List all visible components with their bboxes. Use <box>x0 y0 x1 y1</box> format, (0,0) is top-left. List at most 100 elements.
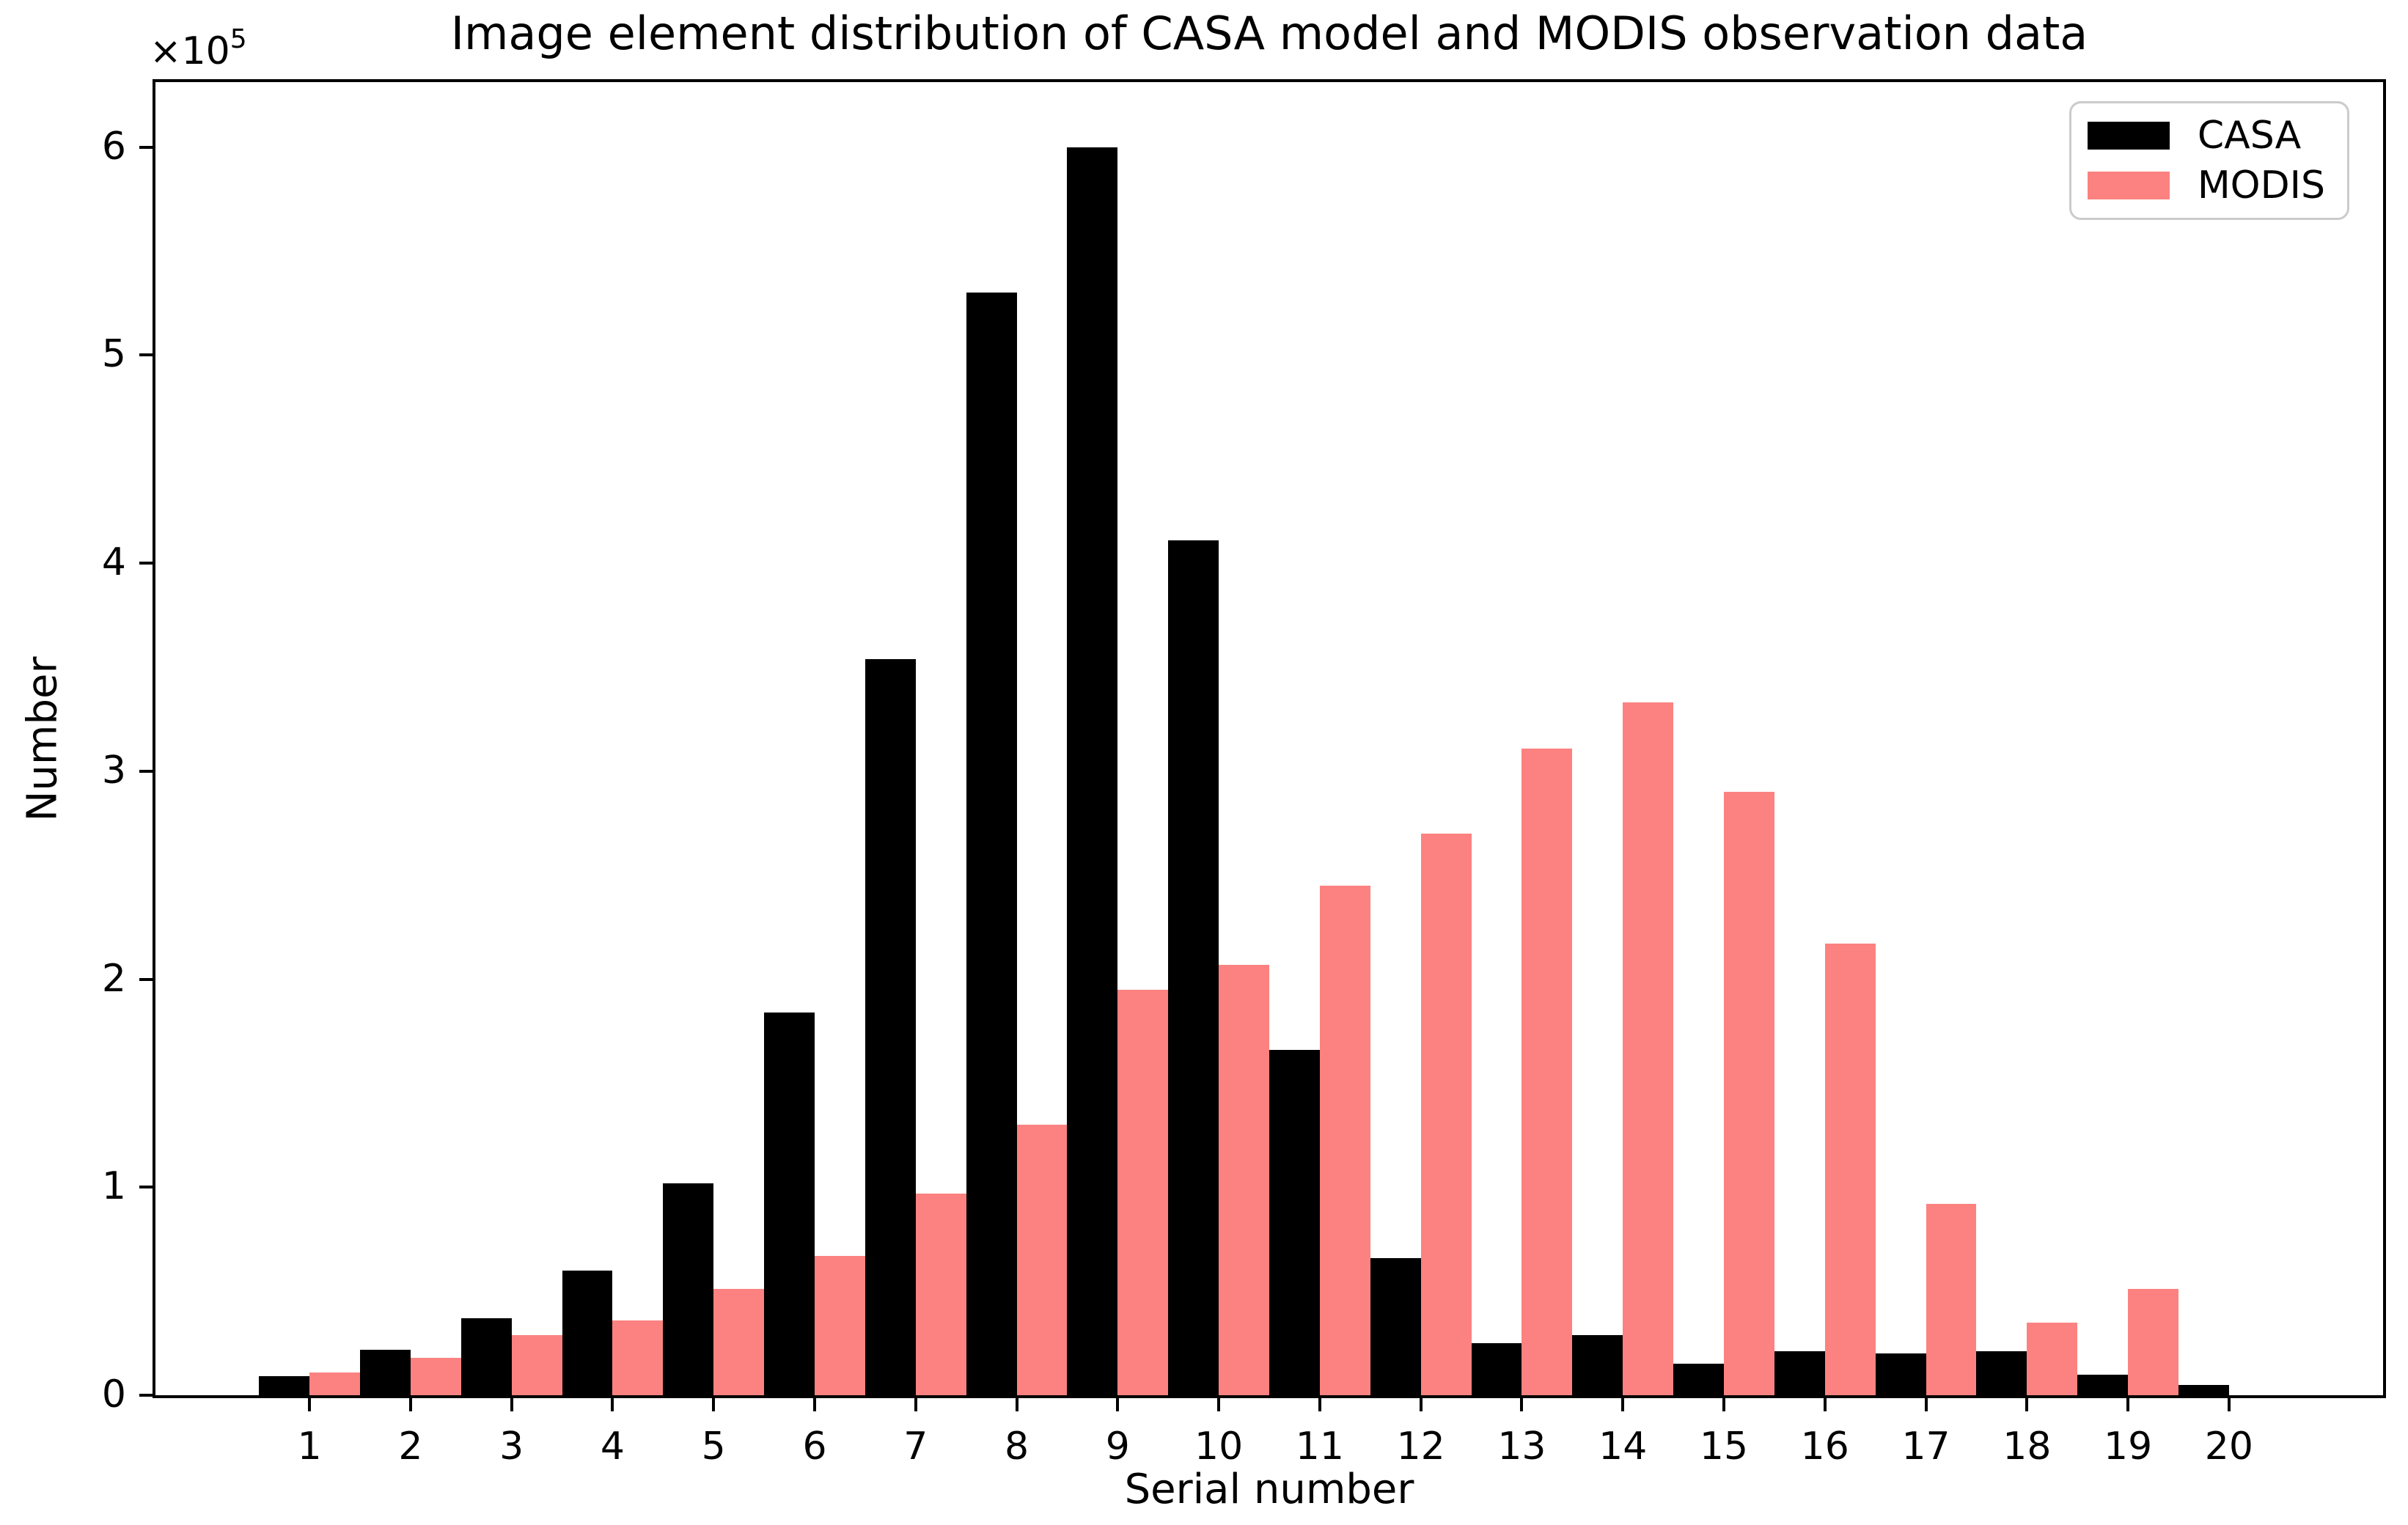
y-tick-label-5: 5 <box>101 332 126 377</box>
bar-casa-19 <box>2077 1374 2129 1395</box>
x-tick-mark-16 <box>1823 1398 1827 1411</box>
x-tick-mark-9 <box>1116 1398 1120 1411</box>
x-tick-mark-12 <box>1419 1398 1423 1411</box>
x-tick-mark-6 <box>813 1398 816 1411</box>
x-tick-mark-8 <box>1015 1398 1018 1411</box>
bar-modis-12 <box>1420 833 1472 1395</box>
y-axis-ticks: 0 1 2 3 4 5 6 <box>102 82 2383 1414</box>
x-tick-label-2: 2 <box>398 1425 423 1469</box>
legend-swatch-casa-icon <box>2087 122 2170 150</box>
x-tick-label-12: 12 <box>1396 1425 1445 1469</box>
bar-casa-9 <box>1067 147 1118 1395</box>
bar-casa-18 <box>1976 1351 2027 1395</box>
y-axis-title-text: Number <box>18 656 66 821</box>
y-axis-title: Number <box>18 79 66 1398</box>
bar-casa-4 <box>562 1270 613 1395</box>
x-tick-label-10: 10 <box>1194 1425 1244 1469</box>
bar-casa-17 <box>1875 1353 1926 1395</box>
x-tick-label-11: 11 <box>1295 1425 1344 1469</box>
x-tick-label-1: 1 <box>297 1425 322 1469</box>
x-tick-mark-5 <box>712 1398 716 1411</box>
x-axis-title: Serial number <box>1124 1466 1414 1513</box>
x-tick-mark-14 <box>1621 1398 1625 1411</box>
y-tick-mark-1 <box>139 1186 153 1189</box>
bar-modis-10 <box>1219 964 1269 1395</box>
x-tick-mark-20 <box>2227 1398 2231 1411</box>
y-tick-mark-6 <box>139 145 153 149</box>
bar-casa-12 <box>1370 1257 1421 1395</box>
x-tick-label-14: 14 <box>1598 1425 1648 1469</box>
y-offset-base: ×10 <box>150 29 230 73</box>
x-tick-label-15: 15 <box>1699 1425 1749 1469</box>
x-tick-mark-10 <box>1217 1398 1221 1411</box>
legend-item-modis: MODIS <box>2087 166 2325 205</box>
bar-casa-2 <box>360 1349 411 1395</box>
x-tick-mark-7 <box>914 1398 917 1411</box>
bar-modis-3 <box>511 1334 562 1395</box>
y-tick-label-0: 0 <box>101 1372 126 1416</box>
bar-modis-18 <box>2027 1322 2078 1395</box>
x-axis-ticks: 1 2 3 4 5 6 7 8 9 10 11 12 13 14 15 16 17 18 19 20 <box>155 82 2383 1466</box>
y-tick-mark-0 <box>139 1394 153 1397</box>
x-tick-label-16: 16 <box>1800 1425 1849 1469</box>
y-offset-exponent: 5 <box>230 24 247 54</box>
bars-layer <box>155 82 2383 1395</box>
x-tick-label-13: 13 <box>1497 1425 1546 1469</box>
x-tick-label-5: 5 <box>701 1425 726 1469</box>
x-tick-mark-18 <box>2025 1398 2029 1411</box>
x-tick-mark-2 <box>408 1398 412 1411</box>
bar-modis-17 <box>1926 1203 1977 1395</box>
x-tick-label-7: 7 <box>903 1425 928 1469</box>
x-tick-label-4: 4 <box>600 1425 625 1469</box>
bar-modis-15 <box>1724 792 1774 1395</box>
y-tick-label-2: 2 <box>101 956 126 1001</box>
x-tick-label-18: 18 <box>2003 1425 2052 1469</box>
bar-casa-10 <box>1168 540 1219 1395</box>
x-tick-mark-15 <box>1722 1398 1725 1411</box>
bar-modis-6 <box>815 1255 865 1395</box>
bar-modis-11 <box>1319 885 1370 1395</box>
x-tick-mark-4 <box>611 1398 614 1411</box>
bar-casa-5 <box>663 1183 714 1395</box>
bar-casa-20 <box>2178 1384 2229 1395</box>
bar-modis-13 <box>1521 748 1573 1395</box>
bar-casa-7 <box>865 658 916 1395</box>
bar-modis-19 <box>2128 1289 2178 1395</box>
bar-casa-3 <box>460 1318 512 1395</box>
bar-modis-8 <box>1016 1125 1068 1395</box>
bar-casa-13 <box>1471 1343 1522 1395</box>
bar-casa-15 <box>1673 1364 1724 1395</box>
legend-label-casa: CASA <box>2197 114 2302 158</box>
x-tick-label-6: 6 <box>802 1425 827 1469</box>
y-tick-mark-5 <box>139 353 153 357</box>
bar-casa-1 <box>259 1376 310 1395</box>
x-tick-label-20: 20 <box>2204 1425 2253 1469</box>
y-tick-label-3: 3 <box>101 748 126 793</box>
bar-casa-16 <box>1774 1351 1825 1395</box>
bar-modis-7 <box>915 1193 966 1395</box>
legend: CASA MODIS <box>2069 101 2349 220</box>
y-tick-label-4: 4 <box>101 540 126 585</box>
x-tick-mark-13 <box>1520 1398 1524 1411</box>
bar-casa-11 <box>1269 1049 1320 1395</box>
bar-modis-16 <box>1824 944 1876 1395</box>
x-tick-label-19: 19 <box>2104 1425 2153 1469</box>
x-tick-mark-1 <box>308 1398 312 1411</box>
y-tick-label-1: 1 <box>101 1164 126 1209</box>
y-tick-mark-2 <box>139 977 153 981</box>
x-tick-mark-19 <box>2126 1398 2130 1411</box>
x-tick-label-17: 17 <box>1901 1425 1950 1469</box>
x-tick-label-8: 8 <box>1005 1425 1029 1469</box>
bar-modis-1 <box>309 1372 360 1395</box>
bar-modis-9 <box>1117 989 1169 1395</box>
bar-casa-6 <box>764 1012 815 1395</box>
y-tick-mark-4 <box>139 562 153 565</box>
x-tick-label-3: 3 <box>499 1425 524 1469</box>
bar-modis-5 <box>713 1289 765 1395</box>
bar-modis-4 <box>612 1320 664 1395</box>
bar-casa-14 <box>1572 1334 1623 1395</box>
y-tick-mark-3 <box>139 769 153 773</box>
y-axis-offset-label: ×105 <box>150 24 247 73</box>
